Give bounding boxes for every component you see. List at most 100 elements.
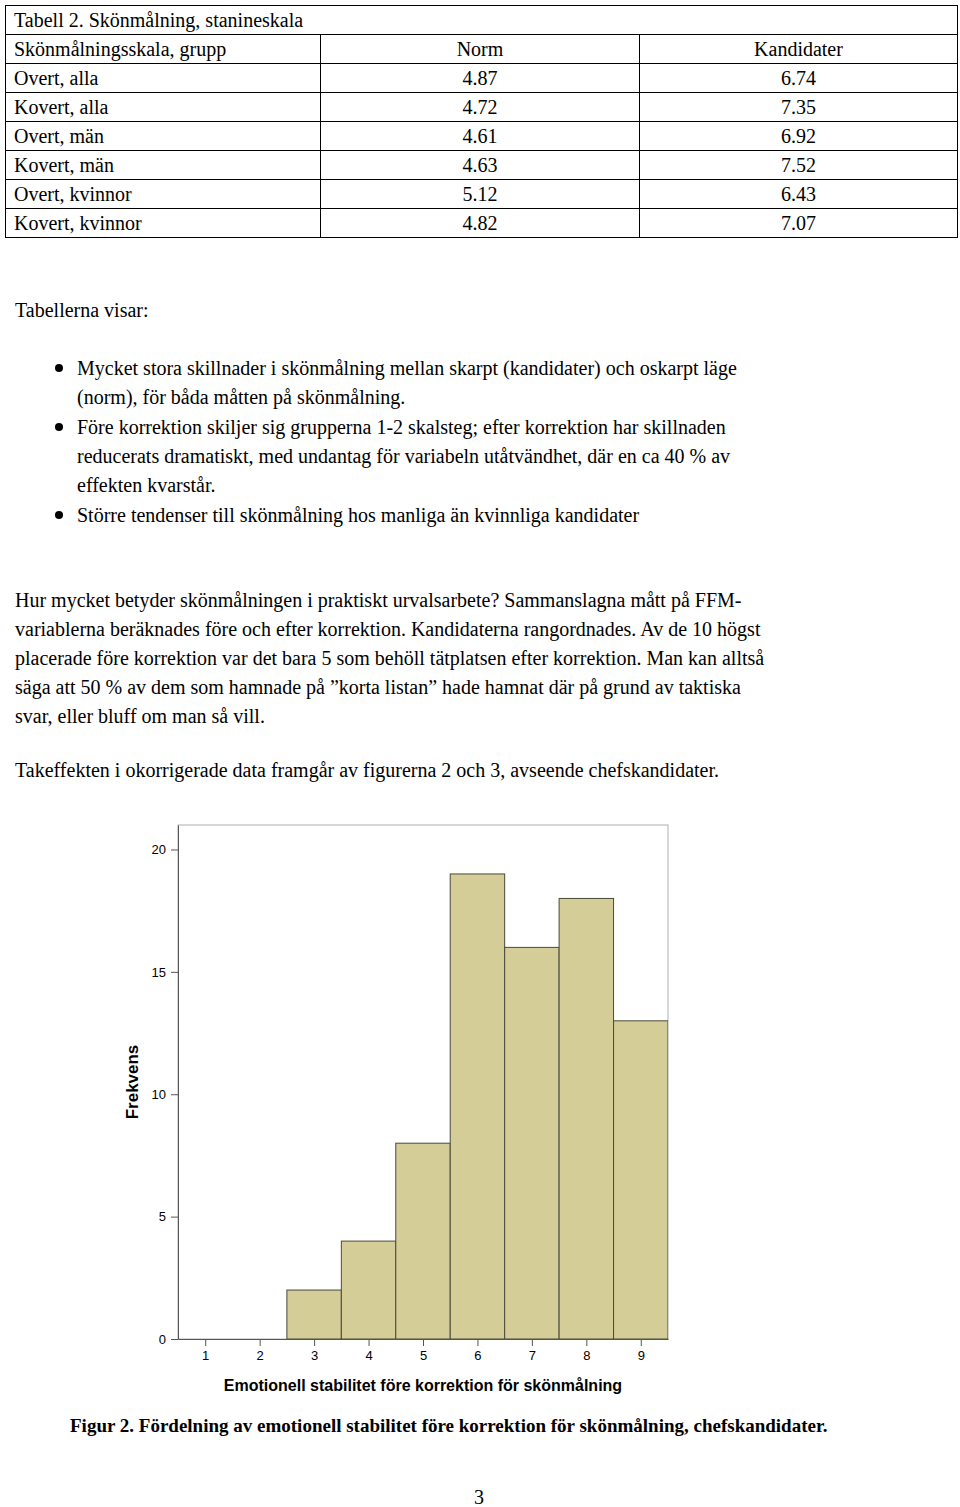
paragraph-line: Takeffekten i okorrigerade data framgår … (15, 756, 719, 785)
histogram-bar (559, 898, 613, 1339)
y-tick: 20 (152, 842, 178, 857)
bullet-dot (55, 423, 63, 431)
y-axis-title: Frekvens (123, 1045, 142, 1120)
x-tick-label: 3 (311, 1348, 318, 1363)
x-tick: 6 (474, 1339, 481, 1363)
x-tick-label: 6 (474, 1348, 481, 1363)
bullet-dot (55, 364, 63, 372)
table-cell: Overt, kvinnor (6, 180, 321, 209)
histogram-bar (232, 1339, 286, 1340)
table-cell: Kovert, kvinnor (6, 209, 321, 238)
table-title-row: Tabell 2. Skönmålning, stanineskala (6, 6, 958, 35)
x-tick-label: 1 (202, 1348, 209, 1363)
x-axis: 1 2 3 4 5 6 7 8 9 (179, 1339, 669, 1363)
y-tick-label: 0 (159, 1332, 166, 1347)
x-tick-mark (423, 1339, 424, 1346)
histogram-bar (614, 1021, 668, 1339)
x-tick-label: 4 (365, 1348, 372, 1363)
y-tick-mark (171, 1217, 178, 1218)
x-tick-label: 7 (529, 1348, 536, 1363)
x-tick: 8 (583, 1339, 590, 1363)
table-cell: 5.12 (321, 180, 640, 209)
table-cell: Kovert, män (6, 151, 321, 180)
histogram-bar (396, 1143, 450, 1339)
x-tick-mark (586, 1339, 587, 1346)
y-tick: 5 (159, 1209, 178, 1224)
y-axis-line (178, 826, 179, 1340)
x-tick-mark (260, 1339, 261, 1346)
x-tick: 4 (365, 1339, 372, 1363)
bullet-line: Före korrektion skiljer sig grupperna 1-… (77, 413, 726, 442)
table-row: Kovert, kvinnor4.827.07 (6, 209, 958, 238)
bullet-line: Mycket stora skillnader i skönmålning me… (77, 354, 737, 383)
histogram-bar (178, 1339, 232, 1340)
bullet-dot (55, 511, 63, 519)
histogram-bar (450, 874, 504, 1339)
bullet-line: Större tendenser till skönmålning hos ma… (77, 501, 639, 530)
page: { "table": { "title": "Tabell 2. Skönmål… (0, 0, 960, 1507)
y-tick-label: 15 (152, 965, 166, 980)
x-tick: 2 (257, 1339, 264, 1363)
table-header-cell: Skönmålningsskala, grupp (6, 35, 321, 64)
table-row: Kovert, alla4.727.35 (6, 93, 958, 122)
table-row: Overt, kvinnor5.126.43 (6, 180, 958, 209)
x-tick-mark (477, 1339, 478, 1346)
y-tick-label: 10 (152, 1087, 166, 1102)
histogram-bar (287, 1290, 341, 1339)
table-cell: 7.07 (640, 209, 958, 238)
y-tick-mark (171, 849, 178, 850)
table-header-row: Skönmålningsskala, gruppNormKandidater (6, 35, 958, 64)
figure-caption: Figur 2. Fördelning av emotionell stabil… (70, 1411, 827, 1440)
table-cell: Kovert, alla (6, 93, 321, 122)
x-tick-mark (532, 1339, 533, 1346)
table-title: Tabell 2. Skönmålning, stanineskala (6, 6, 958, 35)
table-cell: Overt, män (6, 122, 321, 151)
y-axis: 0 5 10 15 20 (152, 826, 179, 1347)
x-tick: 1 (202, 1339, 209, 1363)
y-tick-mark (171, 1339, 178, 1340)
x-tick-mark (205, 1339, 206, 1346)
table-cell: Overt, alla (6, 64, 321, 93)
x-tick-label: 5 (420, 1348, 427, 1363)
y-tick: 10 (152, 1087, 178, 1102)
table-row: Overt, män4.616.92 (6, 122, 958, 151)
y-tick-label: 5 (159, 1209, 166, 1224)
table-cell: 7.52 (640, 151, 958, 180)
table-cell: 4.61 (321, 122, 640, 151)
table-row: Overt, alla4.876.74 (6, 64, 958, 93)
paragraph-line: Hur mycket betyder skönmålningen i prakt… (15, 586, 742, 615)
y-tick: 15 (152, 965, 178, 980)
y-tick-mark (171, 1094, 178, 1095)
table-cell: 4.63 (321, 151, 640, 180)
paragraph-line: placerade före korrektion var det bara 5… (15, 644, 764, 673)
table-header-cell: Kandidater (640, 35, 958, 64)
y-tick-label: 20 (152, 842, 166, 857)
x-tick-label: 2 (257, 1348, 264, 1363)
x-tick: 9 (638, 1339, 645, 1363)
table-header-cell: Norm (321, 35, 640, 64)
x-axis-title: Emotionell stabilitet före korrektion fö… (224, 1377, 622, 1394)
table-row: Kovert, män4.637.52 (6, 151, 958, 180)
bullet-line: (norm), för båda måtten på skönmålning. (77, 383, 405, 412)
table-cell: 7.35 (640, 93, 958, 122)
x-tick-mark (641, 1339, 642, 1346)
x-tick-label: 8 (583, 1348, 590, 1363)
page-number: 3 (474, 1483, 484, 1507)
plot-frame (178, 825, 668, 1339)
table-cell: 6.74 (640, 64, 958, 93)
bullet-line: reducerats dramatiskt, med undantag för … (77, 442, 730, 471)
x-tick: 3 (311, 1339, 318, 1363)
histogram-bar (505, 947, 559, 1339)
histogram-bar (341, 1241, 395, 1339)
table-cell: 4.82 (321, 209, 640, 238)
x-tick: 7 (529, 1339, 536, 1363)
table-cell: 6.43 (640, 180, 958, 209)
y-tick: 0 (159, 1332, 178, 1347)
x-tick-mark (369, 1339, 370, 1346)
chart-svg: 0 5 10 15 20 1 2 3 4 5 6 7 8 9 Emotionell stabilitet f… (0, 0, 960, 1507)
paragraph-line: svar, eller bluff om man så vill. (15, 702, 265, 731)
x-tick-label: 9 (638, 1348, 645, 1363)
paragraph-line: säga att 50 % av dem som hamnade på ”kor… (15, 673, 741, 702)
bullet-line: effekten kvarstår. (77, 471, 215, 500)
x-tick-mark (314, 1339, 315, 1346)
